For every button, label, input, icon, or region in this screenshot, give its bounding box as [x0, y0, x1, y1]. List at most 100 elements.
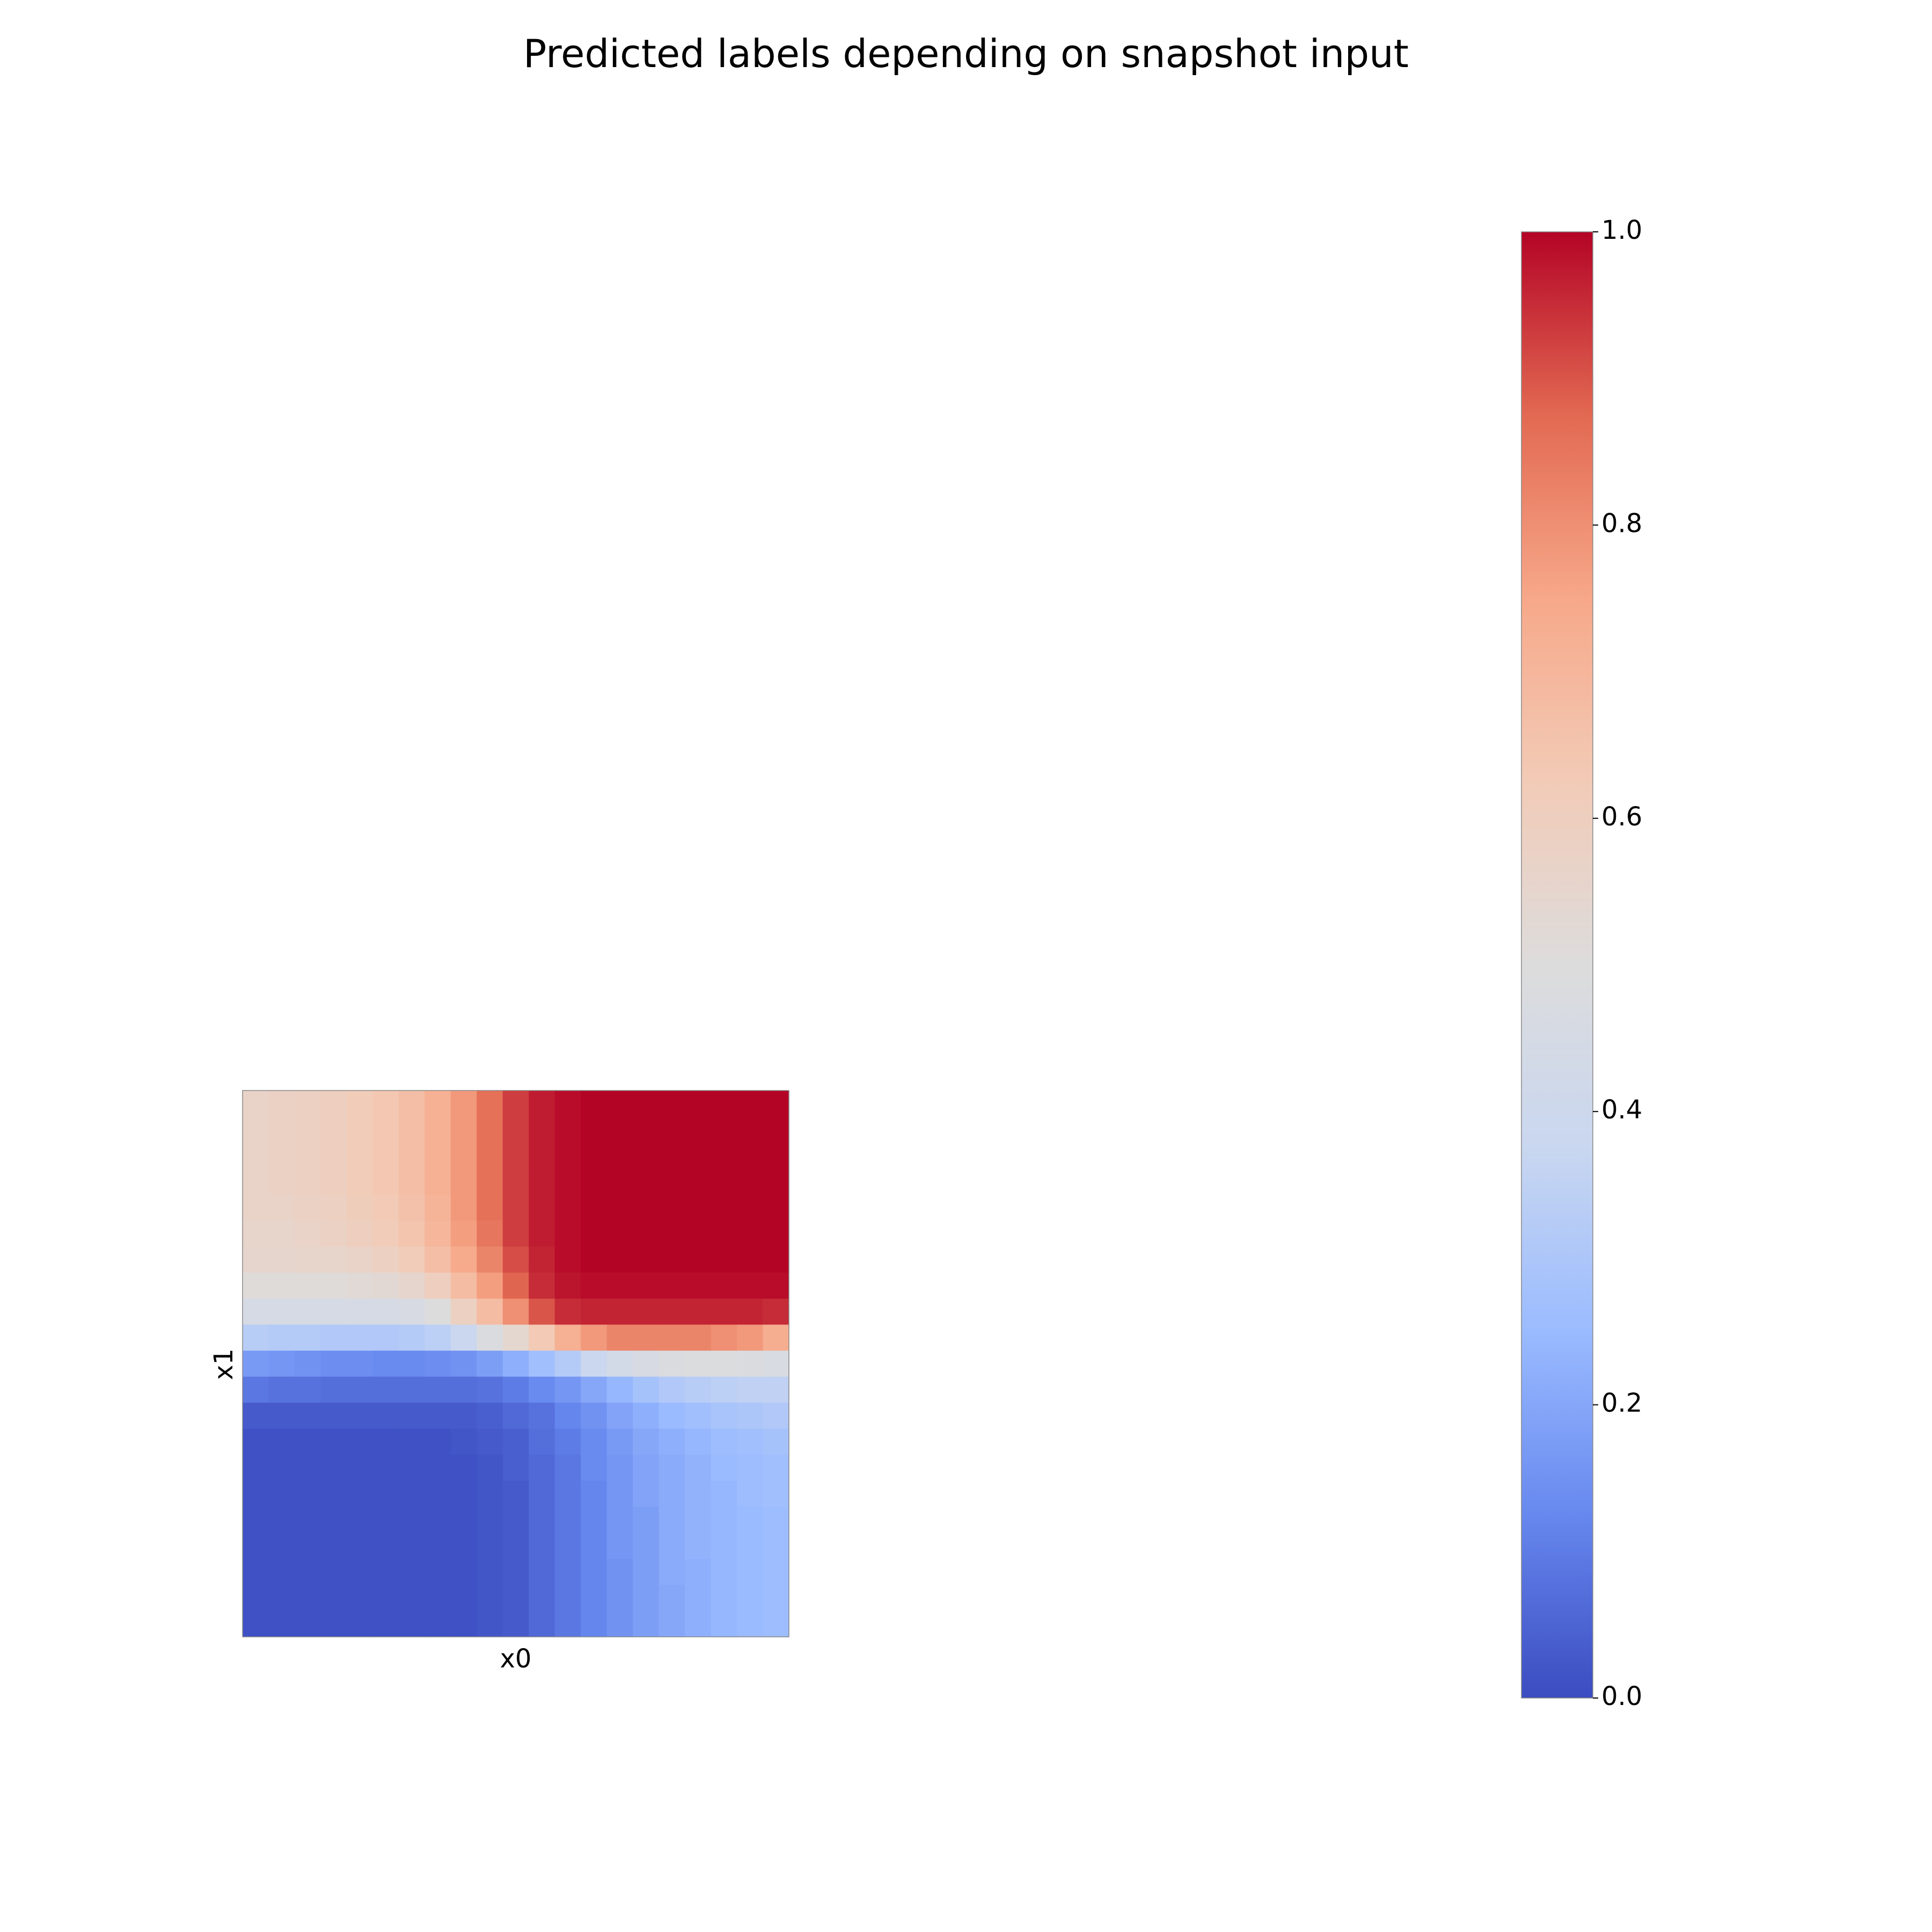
heatmap-cell	[633, 1377, 660, 1403]
chart-title: Predicted labels depending on snapshot i…	[523, 31, 1409, 76]
heatmap-cell	[763, 1194, 789, 1221]
heatmap-cell	[737, 1194, 764, 1221]
heatmap-cell	[346, 1377, 373, 1403]
heatmap-cell	[581, 1402, 608, 1429]
heatmap-cell	[529, 1611, 555, 1637]
heatmap-cell	[450, 1506, 477, 1533]
heatmap-cell	[658, 1611, 685, 1637]
heatmap-cell	[450, 1429, 477, 1455]
heatmap-cell	[502, 1168, 529, 1195]
heatmap-cell	[398, 1142, 425, 1169]
heatmap-cell	[554, 1506, 581, 1533]
heatmap-cell	[685, 1429, 712, 1455]
heatmap-cell	[502, 1454, 529, 1481]
heatmap-cell	[477, 1350, 503, 1377]
heatmap-cell	[346, 1585, 373, 1612]
heatmap-cell	[450, 1585, 477, 1612]
heatmap-cell	[581, 1350, 608, 1377]
heatmap-cell	[737, 1402, 764, 1429]
heatmap-cell	[633, 1585, 660, 1612]
heatmap-cell	[243, 1402, 269, 1429]
heatmap-cell	[398, 1402, 425, 1429]
heatmap-cell	[711, 1168, 737, 1195]
heatmap-cell	[294, 1611, 321, 1637]
heatmap-cell	[658, 1168, 685, 1195]
heatmap-cell	[581, 1429, 608, 1455]
heatmap-cell	[268, 1533, 295, 1560]
heatmap-cell	[581, 1246, 608, 1273]
heatmap-cell	[633, 1506, 660, 1533]
heatmap-cell	[294, 1481, 321, 1507]
heatmap-cell	[529, 1298, 555, 1325]
heatmap-cell	[398, 1429, 425, 1455]
heatmap-cell	[294, 1220, 321, 1247]
heatmap-cell	[737, 1272, 764, 1299]
heatmap-cell	[554, 1194, 581, 1221]
heatmap-cell	[477, 1272, 503, 1299]
heatmap-cell	[737, 1429, 764, 1455]
heatmap-cell	[711, 1298, 737, 1325]
heatmap-cell	[268, 1246, 295, 1273]
heatmap-cell	[581, 1454, 608, 1481]
heatmap-cell	[477, 1402, 503, 1429]
heatmap-cell	[606, 1611, 633, 1637]
heatmap-cell	[502, 1116, 529, 1143]
heatmap-cell	[763, 1429, 789, 1455]
heatmap-cell	[372, 1533, 399, 1560]
heatmap-cell	[294, 1558, 321, 1585]
heatmap-cell	[581, 1220, 608, 1247]
heatmap-cell	[268, 1402, 295, 1429]
heatmap-cell	[294, 1350, 321, 1377]
heatmap-cell	[737, 1533, 764, 1560]
heatmap-cell	[581, 1168, 608, 1195]
heatmap-cell	[581, 1533, 608, 1560]
y-axis-label: x1	[209, 1349, 239, 1380]
heatmap-cell	[685, 1402, 712, 1429]
heatmap-cell	[320, 1220, 347, 1247]
heatmap-cell	[633, 1116, 660, 1143]
heatmap-cell	[346, 1116, 373, 1143]
heatmap-cell	[633, 1454, 660, 1481]
heatmap-cell	[268, 1350, 295, 1377]
heatmap-cell	[398, 1272, 425, 1299]
heatmap-cell	[581, 1194, 608, 1221]
heatmap-cell	[737, 1350, 764, 1377]
heatmap-cell	[477, 1585, 503, 1612]
heatmap-cell	[450, 1350, 477, 1377]
heatmap-cell	[763, 1168, 789, 1195]
heatmap-cell	[658, 1142, 685, 1169]
heatmap-cell	[529, 1324, 555, 1351]
heatmap-cell	[763, 1220, 789, 1247]
heatmap-cell	[320, 1558, 347, 1585]
heatmap-cell	[633, 1402, 660, 1429]
heatmap-cell	[243, 1481, 269, 1507]
heatmap-cell	[633, 1142, 660, 1169]
heatmap-cell	[477, 1091, 503, 1117]
heatmap-cell	[529, 1091, 555, 1117]
heatmap-cell	[737, 1246, 764, 1273]
heatmap-cell	[529, 1506, 555, 1533]
heatmap-cell	[658, 1454, 685, 1481]
heatmap-cell	[243, 1533, 269, 1560]
heatmap-cell	[320, 1429, 347, 1455]
heatmap-cell	[294, 1194, 321, 1221]
heatmap-cell	[554, 1454, 581, 1481]
heatmap-cell	[763, 1481, 789, 1507]
heatmap-cell	[425, 1324, 451, 1351]
heatmap-cell	[737, 1506, 764, 1533]
heatmap-cell	[554, 1350, 581, 1377]
heatmap-cell	[606, 1142, 633, 1169]
heatmap-cell	[398, 1116, 425, 1143]
heatmap-cell	[633, 1533, 660, 1560]
heatmap-cell	[398, 1558, 425, 1585]
heatmap-cell	[346, 1402, 373, 1429]
heatmap-cell	[346, 1246, 373, 1273]
heatmap-cell	[606, 1506, 633, 1533]
heatmap-cell	[243, 1585, 269, 1612]
heatmap-cell	[477, 1481, 503, 1507]
heatmap-cell	[606, 1429, 633, 1455]
heatmap-cell	[737, 1142, 764, 1169]
heatmap-cell	[529, 1377, 555, 1403]
heatmap-cell	[711, 1091, 737, 1117]
heatmap-cell	[425, 1091, 451, 1117]
